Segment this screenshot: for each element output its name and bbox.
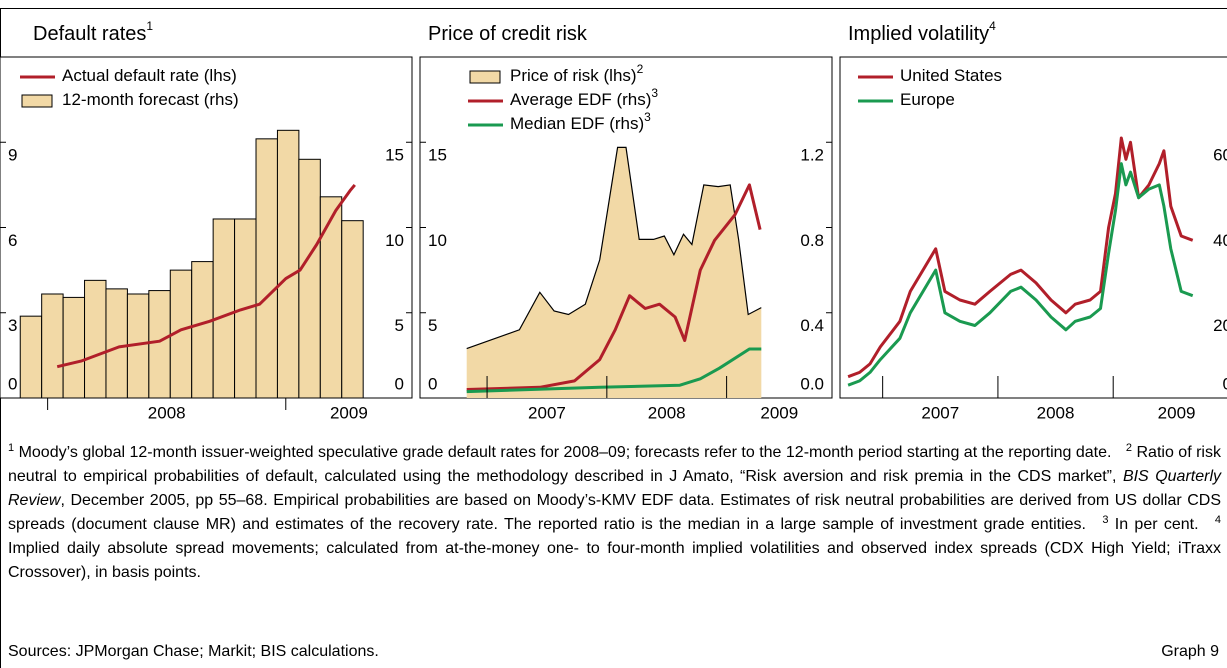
line bbox=[56, 183, 356, 369]
legend-label: Europe bbox=[900, 90, 955, 109]
legend-name: Actual default rate (lhs) bbox=[62, 66, 237, 85]
y-tick-label: 0.8 bbox=[800, 231, 824, 250]
plot-area bbox=[839, 56, 1227, 399]
bar bbox=[62, 296, 86, 399]
bar bbox=[298, 158, 321, 399]
line bbox=[466, 183, 762, 391]
legend-name: 12-month forecast (rhs) bbox=[62, 90, 239, 109]
line bbox=[847, 162, 1194, 387]
y-tick-label: 0.4 bbox=[800, 316, 824, 335]
line bbox=[466, 347, 762, 394]
legend-note: 2 bbox=[637, 62, 644, 76]
sources: Sources: JPMorgan Chase; Markit; BIS cal… bbox=[8, 643, 379, 660]
footnote-mark: 2 bbox=[1125, 442, 1133, 454]
legend-label: United States bbox=[900, 66, 1002, 85]
y-tick-label: 20 bbox=[1213, 316, 1227, 335]
footnote-mark: 4 bbox=[1214, 514, 1222, 526]
footnote-text: Ratio of risk neutral to empirical proba… bbox=[8, 444, 1221, 485]
x-tick-label: 2008 bbox=[1037, 403, 1075, 422]
bar bbox=[105, 288, 128, 399]
legend-name: Price of risk (lhs) bbox=[510, 66, 637, 85]
x-tick-label: 2007 bbox=[921, 403, 959, 422]
x-tick-label: 2007 bbox=[528, 403, 566, 422]
y-tick-label: 0 bbox=[8, 374, 17, 393]
footnote-mark: 3 bbox=[1102, 514, 1109, 526]
panel-title: Default rates1 bbox=[33, 19, 153, 45]
area-outline bbox=[466, 146, 762, 350]
y-tick-label: 15 bbox=[385, 146, 404, 165]
x-tick-label: 2008 bbox=[648, 403, 686, 422]
graph-label: Graph 9 bbox=[1161, 643, 1219, 660]
legend-name: Median EDF (rhs) bbox=[510, 114, 644, 133]
x-tick-label: 2009 bbox=[760, 403, 798, 422]
y-tick-label: 5 bbox=[395, 316, 404, 335]
bar bbox=[212, 218, 236, 399]
bar bbox=[255, 138, 278, 399]
title-text: Default rates bbox=[33, 23, 146, 45]
bar bbox=[341, 220, 364, 399]
y-tick-label: 0.0 bbox=[800, 374, 824, 393]
legend-name: Europe bbox=[900, 90, 955, 109]
bar bbox=[19, 315, 43, 399]
footnotes: 1 Moody’s global 12-month issuer-weighte… bbox=[8, 441, 1221, 585]
y-tick-label: 15 bbox=[428, 146, 447, 165]
legend-swatch bbox=[21, 94, 53, 108]
y-tick-label: 3 bbox=[8, 316, 17, 335]
y-tick-label: 10 bbox=[385, 231, 404, 250]
bar bbox=[319, 196, 343, 399]
title-note: 4 bbox=[989, 19, 996, 33]
footnote-mark: 1 bbox=[8, 442, 15, 454]
y-tick-label: 0 bbox=[1223, 374, 1227, 393]
legend-name: United States bbox=[900, 66, 1002, 85]
legend-label: Price of risk (lhs)2 bbox=[510, 62, 644, 85]
y-tick-label: 40 bbox=[1213, 231, 1227, 250]
legend-label: Average EDF (rhs)3 bbox=[510, 86, 658, 109]
x-tick-label: 2009 bbox=[330, 403, 368, 422]
legend-name: Average EDF (rhs) bbox=[510, 90, 651, 109]
panel-title: Price of credit risk bbox=[428, 23, 588, 45]
x-tick-label: 2008 bbox=[148, 403, 186, 422]
y-tick-label: 1.2 bbox=[800, 146, 824, 165]
line bbox=[847, 136, 1194, 379]
bar bbox=[148, 290, 171, 399]
x-tick-label: 2009 bbox=[1158, 403, 1196, 422]
area-fill bbox=[466, 147, 762, 398]
legend-note: 3 bbox=[651, 86, 658, 100]
legend-label: 12-month forecast (rhs) bbox=[62, 90, 239, 109]
bar bbox=[191, 261, 214, 399]
title-note: 1 bbox=[146, 19, 153, 33]
legend-label: Median EDF (rhs)3 bbox=[510, 110, 651, 133]
panel: Price of credit risk 0 5 10 15 0.0 0.4 0.8 1.2 20… bbox=[419, 23, 833, 422]
bar bbox=[41, 293, 64, 399]
footnote-text: Moody’s global 12-month issuer-weighted … bbox=[18, 444, 1112, 461]
legend-label: Actual default rate (lhs) bbox=[62, 66, 237, 85]
title-text: Implied volatility bbox=[848, 23, 989, 45]
y-tick-label: 5 bbox=[428, 316, 437, 335]
footnote-text: In per cent. bbox=[1114, 516, 1199, 533]
y-tick-label: 0 bbox=[395, 374, 404, 393]
panel: Implied volatility40204060200720082009Un… bbox=[839, 19, 1227, 422]
y-tick-label: 60 bbox=[1213, 146, 1227, 165]
title-text: Price of credit risk bbox=[428, 23, 588, 45]
y-tick-label: 0 bbox=[428, 374, 437, 393]
legend-swatch bbox=[469, 70, 501, 84]
panel-title: Implied volatility4 bbox=[848, 19, 996, 45]
y-tick-label: 9 bbox=[8, 146, 17, 165]
footnote-text: BIS Quarterly Review bbox=[8, 468, 1222, 509]
footnote-text: , December 2005, pp 55–68. Empirical pro… bbox=[8, 492, 1221, 533]
bar bbox=[84, 279, 107, 399]
y-tick-label: 10 bbox=[428, 231, 447, 250]
footnote-text: Implied daily absolute spread movements;… bbox=[8, 540, 1221, 581]
bar bbox=[276, 129, 300, 399]
y-tick-label: 6 bbox=[8, 231, 17, 250]
legend-note: 3 bbox=[644, 110, 651, 124]
